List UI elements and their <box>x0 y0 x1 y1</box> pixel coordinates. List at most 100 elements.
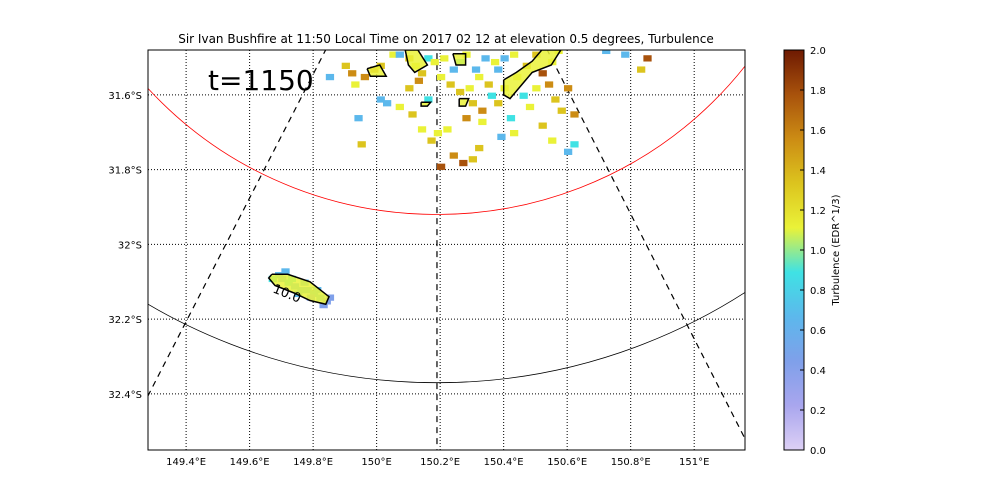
turbulence-cell <box>637 66 646 73</box>
turbulence-cell <box>424 96 433 103</box>
turbulence-cell <box>430 58 439 66</box>
radial-layer <box>148 50 745 450</box>
colorbar-tick-label: 1.6 <box>810 126 826 137</box>
turbulence-cell <box>427 137 436 144</box>
turbulence-cell <box>544 81 554 88</box>
turbulence-cell <box>478 107 487 114</box>
x-tick-label: 150°E <box>361 457 391 468</box>
colorbar-tick-label: 0.6 <box>810 326 826 337</box>
turbulence-cell <box>354 115 363 122</box>
contour-line <box>366 64 388 77</box>
colorbar-tick-label: 0.4 <box>810 366 826 377</box>
time-annotation: t=1150 <box>208 64 314 97</box>
turbulence-cell <box>357 141 366 148</box>
turbulence-cell <box>490 58 500 66</box>
turbulence-cell <box>475 144 484 152</box>
turbulence-cell <box>481 55 490 62</box>
turbulence-cell <box>462 51 471 58</box>
plot-background <box>148 50 745 450</box>
colorbar-tick-label: 0.0 <box>810 446 826 457</box>
turbulence-cell <box>449 66 458 73</box>
colorbar-tick-label: 1.0 <box>810 246 826 257</box>
turbulence-cell <box>519 92 528 99</box>
range-ring-layer <box>148 65 745 383</box>
turbulence-cell <box>382 100 392 107</box>
colorbar-tick-label: 1.8 <box>810 86 826 97</box>
turbulence-cell <box>405 85 414 92</box>
colorbar-tick-label: 0.8 <box>810 286 826 297</box>
turbulence-cell <box>424 55 433 62</box>
turbulence-cell <box>532 85 541 92</box>
contour-line <box>404 50 429 74</box>
x-tick-label: 151°E <box>679 457 709 468</box>
turbulence-cell <box>532 51 541 58</box>
turbulence-cell <box>319 301 328 309</box>
turbulence-cell <box>538 70 547 77</box>
turbulence-cell <box>484 81 493 88</box>
turbulence-cell <box>510 130 519 137</box>
turbulence-cell <box>497 133 506 141</box>
turbulence-cell <box>376 96 385 103</box>
turbulence-cell <box>417 126 427 133</box>
turbulence-cell <box>325 294 335 301</box>
turbulence-cell <box>471 66 481 73</box>
x-tick-label: 150.6°E <box>547 457 587 468</box>
x-tick-label: 150.4°E <box>484 457 524 468</box>
turbulence-cell <box>465 85 474 92</box>
turbulence-cell <box>325 73 335 81</box>
turbulence-cell <box>468 100 477 107</box>
range-ring <box>148 65 745 215</box>
turbulence-cell <box>506 115 516 122</box>
turbulence-cell <box>456 88 465 96</box>
colorbar-tick-label: 0.2 <box>810 406 826 417</box>
turbulence-cell <box>433 130 443 137</box>
contour-layer <box>267 50 562 306</box>
turbulence-cell <box>440 55 449 62</box>
turbulence-cell <box>487 92 497 99</box>
plot-area: 10.0 t=1150 <box>147 49 746 451</box>
y-tick-label: 31.6°S <box>108 91 142 102</box>
turbulence-cell <box>436 73 446 81</box>
turbulence-cell <box>570 141 579 148</box>
turbulence-cell <box>414 77 424 84</box>
turbulence-cell <box>281 268 290 275</box>
turbulence-cell <box>478 118 487 126</box>
contour-line <box>452 52 467 66</box>
x-tick-label: 150.2°E <box>420 457 460 468</box>
turbulence-cell <box>389 51 398 58</box>
turbulence-cell <box>462 115 471 122</box>
y-tick-label: 32°S <box>118 240 142 251</box>
turbulence-cell <box>538 122 547 129</box>
colorbar-tick-label: 1.2 <box>810 206 826 217</box>
grid-layer <box>148 50 745 450</box>
plot-frame <box>147 49 746 451</box>
turbulence-cell <box>395 51 404 58</box>
turbulence-cell <box>643 55 652 62</box>
colorbar-tick-label: 2.0 <box>810 46 826 57</box>
turbulence-cell <box>360 73 370 81</box>
turbulence-cell <box>557 107 566 114</box>
turbulence-cell <box>500 55 509 62</box>
turbulence-cell <box>475 73 484 81</box>
y-axis: 31.6°S 31.8°S 32°S 32.2°S 32.4°S <box>108 91 142 401</box>
y-tick-label: 32.2°S <box>108 315 142 326</box>
turbulence-cell <box>494 66 503 73</box>
range-ring <box>148 291 745 383</box>
chart-title: Sir Ivan Bushfire at 11:50 Local Time on… <box>178 32 714 46</box>
turbulence-cell <box>443 126 452 133</box>
turbulence-cell <box>408 111 417 118</box>
turbulence-cell <box>395 103 404 111</box>
turbulence-cell <box>351 81 360 88</box>
turbulence-cell <box>548 137 557 144</box>
turbulence-cell <box>341 62 350 69</box>
colorbar: 0.0 0.2 0.4 0.6 0.8 1.0 1.2 1.4 1.6 1.8 2.0 Turbul… <box>783 46 842 457</box>
turbulence-cell <box>570 111 579 118</box>
contour-line <box>267 273 330 306</box>
turbulence-cell <box>449 152 458 159</box>
y-tick-label: 31.8°S <box>108 166 142 177</box>
contour-line <box>458 97 470 107</box>
colorbar-label: Turbulence (EDR^1/3) <box>831 194 842 306</box>
contour-line <box>420 101 433 107</box>
turbulence-cell <box>436 163 446 170</box>
